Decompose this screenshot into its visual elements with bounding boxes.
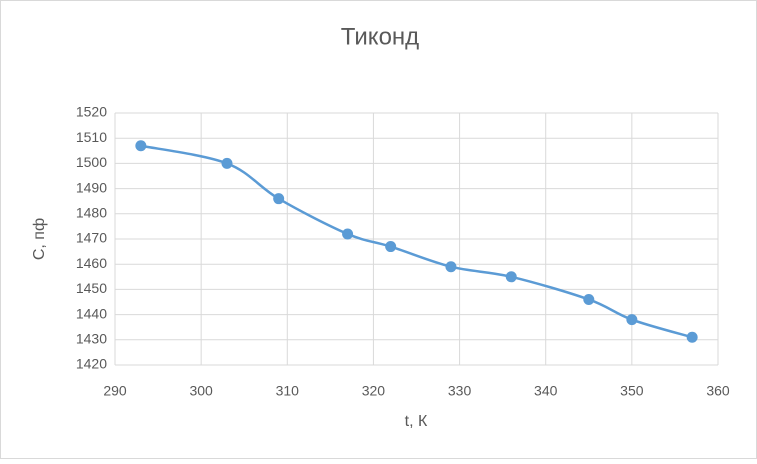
x-axis-label: t, К <box>405 413 428 430</box>
x-tick-label: 290 <box>103 383 127 399</box>
y-tick-label: 1490 <box>76 179 107 195</box>
data-point <box>342 228 354 240</box>
y-tick-label: 1420 <box>76 356 107 372</box>
series-line <box>140 144 693 339</box>
data-point <box>135 140 147 152</box>
y-tick-label: 1450 <box>76 280 107 296</box>
data-point <box>221 157 233 169</box>
x-tick-label: 330 <box>448 383 472 399</box>
data-point <box>686 331 698 343</box>
data-point <box>273 193 285 205</box>
data-point <box>583 293 595 305</box>
y-tick-label: 1460 <box>76 255 107 271</box>
y-tick-label: 1470 <box>76 230 107 246</box>
data-point <box>626 314 638 326</box>
x-tick-label: 340 <box>534 383 558 399</box>
y-tick-label: 1440 <box>76 305 107 321</box>
data-point <box>385 241 397 253</box>
chart-title: Тиконд <box>341 23 419 50</box>
y-tick-label: 1520 <box>76 104 107 120</box>
y-tick-label: 1510 <box>76 129 107 145</box>
data-point <box>505 271 517 283</box>
x-tick-label: 320 <box>362 383 386 399</box>
y-tick-label: 1430 <box>76 331 107 347</box>
y-tick-label: 1500 <box>76 154 107 170</box>
y-tick-label: 1480 <box>76 205 107 221</box>
x-tick-label: 300 <box>189 383 213 399</box>
y-axis-label: С, пф <box>31 218 48 260</box>
data-point <box>445 261 457 273</box>
x-tick-label: 360 <box>706 383 730 399</box>
x-tick-label: 350 <box>620 383 644 399</box>
x-tick-label: 310 <box>276 383 300 399</box>
